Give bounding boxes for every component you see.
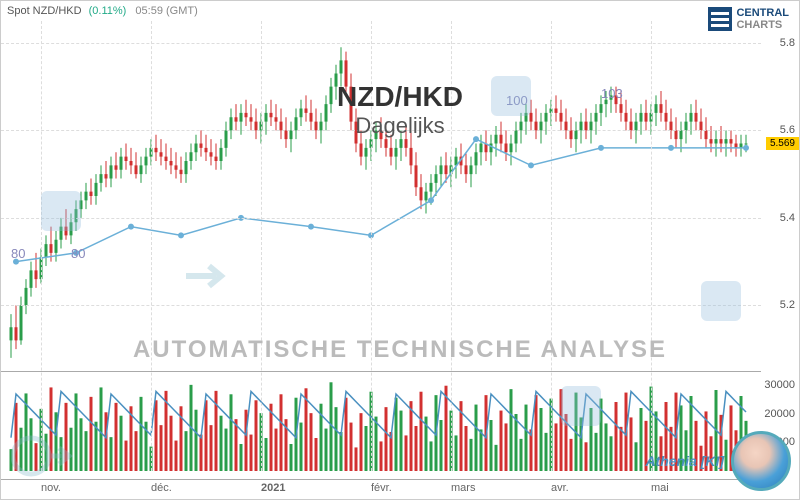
watermark-arrow-icon (181, 251, 231, 301)
change-label: (0.11%) (89, 5, 127, 17)
athenia-label: Athenia [KI] (645, 453, 724, 469)
time-label: 05:59 (GMT) (135, 5, 197, 17)
watermark-text: AUTOMATISCHE TECHNISCHE ANALYSE (1, 336, 799, 364)
price-y-axis: 5.25.45.65.8 (759, 21, 799, 371)
price-chart[interactable] (1, 21, 761, 371)
watermark-box-icon (491, 76, 531, 116)
watermark-box-icon (701, 281, 741, 321)
avatar-icon[interactable] (731, 431, 791, 491)
x-axis: nov.déc.2021févr.marsavr.mai (1, 479, 761, 497)
symbol-label: Spot NZD/HKD (7, 5, 82, 17)
chart-header: Spot NZD/HKD (0.11%) 05:59 (GMT) (7, 5, 198, 17)
current-price-marker: 5.569 (766, 137, 799, 150)
main-title: NZD/HKD Dagelijks (337, 81, 463, 139)
indicator-label: 103 (601, 86, 623, 101)
logo-icon (708, 7, 732, 31)
watermark-arrow-icon (11, 431, 81, 481)
watermark-box-icon (41, 191, 81, 231)
pair-title: NZD/HKD (337, 81, 463, 113)
indicator-label: 80 (11, 246, 25, 261)
watermark-box-icon (561, 386, 601, 426)
freq-title: Dagelijks (337, 113, 463, 139)
indicator-label: 80 (71, 246, 85, 261)
chart-container: Spot NZD/HKD (0.11%) 05:59 (GMT) CENTRAL… (0, 0, 800, 500)
logo-text: CENTRAL CHARTS (736, 7, 789, 31)
logo[interactable]: CENTRAL CHARTS (708, 7, 789, 31)
